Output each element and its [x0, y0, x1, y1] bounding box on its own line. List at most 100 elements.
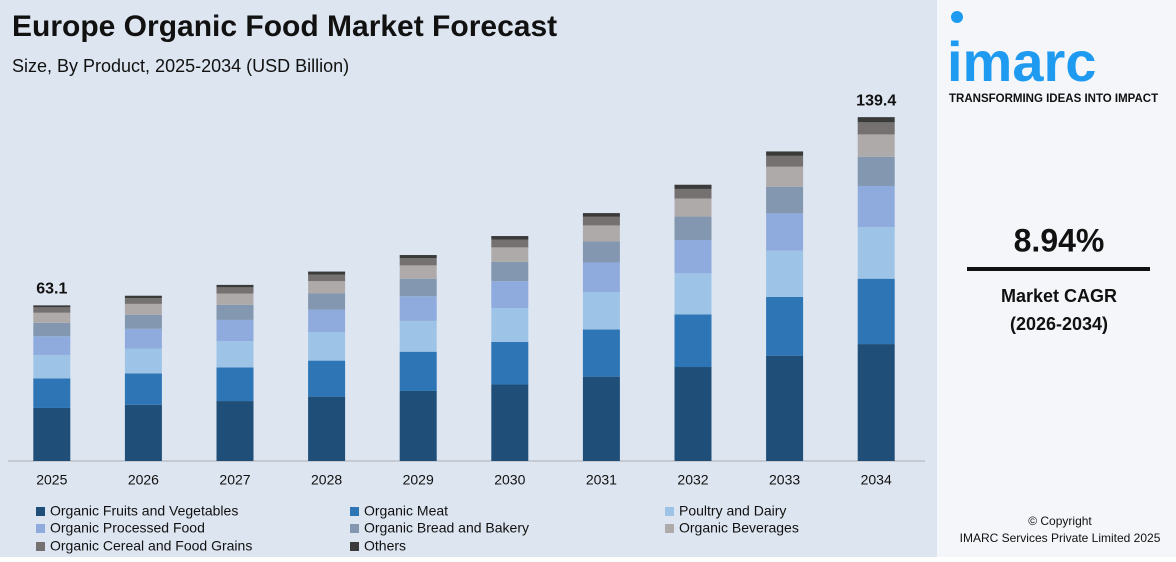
bar-segment — [674, 184, 712, 189]
bar-segment — [33, 354, 71, 379]
bar-segment — [674, 188, 712, 199]
bar-segment — [491, 308, 529, 342]
legend-swatch — [665, 507, 674, 516]
logo-dot — [951, 11, 963, 23]
bar-segment — [216, 287, 254, 294]
legend-label: Organic Cereal and Food Grains — [50, 538, 252, 554]
cagr-label: Market CAGR — [1001, 286, 1117, 306]
bar-segment — [674, 314, 712, 368]
bar-segment — [582, 292, 620, 330]
bar-segment — [33, 312, 71, 323]
legend-swatch — [36, 524, 45, 533]
bar-segment — [308, 274, 346, 282]
bar-segment — [857, 227, 895, 279]
legend-label: Organic Processed Food — [50, 520, 205, 536]
x-tick-label: 2025 — [36, 472, 67, 488]
bar-segment — [399, 265, 437, 279]
bar-segment — [216, 304, 254, 320]
bar-segment — [582, 262, 620, 293]
cagr-value: 8.94% — [1014, 222, 1105, 258]
logo: imarc — [947, 30, 1096, 93]
bar-segment — [674, 273, 712, 315]
bar-segment — [857, 122, 895, 135]
bar-segment — [399, 296, 437, 321]
bar-segment — [124, 303, 162, 315]
bar-segment — [766, 296, 804, 356]
bar-segment — [582, 216, 620, 226]
bar-segment — [216, 284, 254, 288]
bar-segment — [308, 396, 346, 461]
bar-segment — [674, 216, 712, 240]
legend-swatch — [350, 524, 359, 533]
legend-label: Others — [364, 538, 406, 554]
bar-segment — [857, 156, 895, 186]
bar-segment — [399, 258, 437, 266]
bar-segment — [399, 278, 437, 297]
bar-segment — [857, 344, 895, 461]
bar-segment — [491, 384, 529, 461]
bar-segment — [582, 329, 620, 377]
copyright: © Copyright — [1028, 514, 1092, 528]
bar-segment — [491, 247, 529, 262]
legend-swatch — [36, 507, 45, 516]
bar-segment — [674, 367, 712, 461]
bar-segment — [399, 351, 437, 391]
bar-segment — [216, 319, 254, 342]
legend-label: Organic Beverages — [679, 520, 799, 536]
bar-segment — [216, 401, 254, 461]
chart-title: Europe Organic Food Market Forecast — [12, 10, 557, 43]
bar-segment — [582, 376, 620, 461]
x-tick-label: 2028 — [311, 472, 342, 488]
legend-label: Organic Meat — [364, 503, 448, 519]
total-label: 63.1 — [36, 281, 67, 298]
bar-segment — [399, 255, 437, 259]
bar-segment — [308, 281, 346, 294]
bar-segment — [766, 250, 804, 297]
bar-segment — [399, 320, 437, 352]
bar-segment — [33, 322, 71, 337]
bar-segment — [308, 309, 346, 333]
tagline: TRANSFORMING IDEAS INTO IMPACT — [949, 93, 1158, 105]
x-tick-label: 2031 — [586, 472, 617, 488]
bar-segment — [33, 307, 71, 313]
x-tick-label: 2032 — [677, 472, 708, 488]
bar-segment — [124, 314, 162, 329]
legend-label: Organic Fruits and Vegetables — [50, 503, 238, 519]
x-tick-label: 2027 — [219, 472, 250, 488]
bar-segment — [124, 295, 162, 299]
bar-segment — [491, 281, 529, 309]
bar-segment — [857, 185, 895, 228]
bar-segment — [33, 378, 71, 408]
company: IMARC Services Private Limited 2025 — [960, 531, 1161, 545]
bar-segment — [308, 293, 346, 310]
bar-segment — [216, 367, 254, 402]
bar-segment — [216, 341, 254, 368]
x-tick-label: 2026 — [128, 472, 159, 488]
bar-segment — [674, 239, 712, 274]
bar-segment — [124, 328, 162, 349]
bar-segment — [582, 225, 620, 242]
legend-swatch — [665, 524, 674, 533]
bar-segment — [766, 186, 804, 214]
x-tick-label: 2030 — [494, 472, 525, 488]
legend-swatch — [350, 507, 359, 516]
bar-segment — [766, 355, 804, 461]
bar-segment — [766, 166, 804, 187]
x-tick-label: 2034 — [861, 472, 892, 488]
bar-segment — [308, 271, 346, 275]
bar-segment — [491, 261, 529, 282]
bar-segment — [308, 360, 346, 397]
bar-segment — [582, 213, 620, 217]
bar-segment — [216, 293, 254, 305]
bar-segment — [124, 298, 162, 304]
bar-segment — [124, 373, 162, 405]
bar-segment — [582, 241, 620, 263]
bar-segment — [491, 239, 529, 248]
bar-segment — [766, 151, 804, 156]
chart-subtitle: Size, By Product, 2025-2034 (USD Billion… — [12, 56, 349, 76]
total-label: 139.4 — [856, 92, 896, 109]
legend-label: Organic Bread and Bakery — [364, 520, 529, 536]
bar-segment — [491, 341, 529, 385]
legend-swatch — [36, 542, 45, 551]
